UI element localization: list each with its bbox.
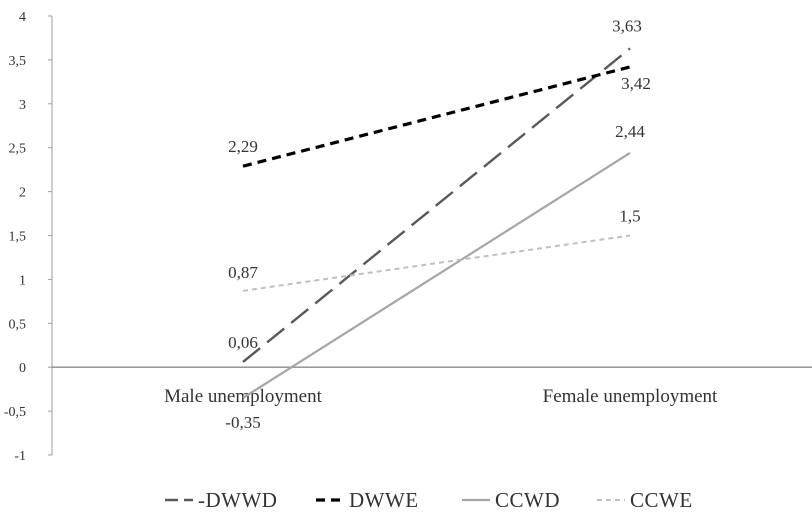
data-label-ccwe: 1,5: [619, 207, 640, 226]
legend-label-dwwe: DWWE: [349, 488, 419, 512]
y-tick-label: -0,5: [4, 405, 26, 420]
y-tick-label: 2: [19, 186, 26, 201]
y-tick-label: 0: [19, 361, 26, 376]
data-label-dwwd: 3,63: [612, 16, 642, 35]
data-label-ccwe: 0,87: [228, 263, 258, 282]
legend-label-ccwe: CCWE: [630, 488, 693, 512]
y-tick-label: -1: [14, 449, 26, 464]
series-layer: [242, 47, 631, 399]
legend: -DWWD DWWE CCWD CCWE: [165, 488, 693, 512]
series-line-dwwe: [242, 65, 631, 168]
y-tick-label: 3,5: [9, 54, 27, 69]
data-label-layer: 0,06 3,63 2,29 3,42 -0,35 2,44 0,87 1,5: [225, 16, 651, 431]
legend-label-dwwd: -DWWD: [198, 488, 277, 512]
data-label-dwwe: 3,42: [621, 74, 651, 93]
data-label-ccwd: 2,44: [615, 122, 645, 141]
series-line-ccwd: [242, 152, 631, 399]
data-label-dwwd: 0,06: [228, 333, 258, 352]
y-tick-label: 1: [19, 273, 26, 288]
x-category-label: Female unemployment: [543, 386, 718, 407]
series-line-ccwe: [242, 234, 631, 292]
series-line-dwwd: [242, 47, 631, 363]
legend-label-ccwd: CCWD: [495, 488, 560, 512]
y-tick-label: 2,5: [9, 142, 27, 157]
y-tick-label: 4: [19, 10, 26, 25]
y-tick-label: 0,5: [9, 317, 27, 332]
y-tick-label: 1,5: [9, 230, 27, 245]
data-label-dwwe: 2,29: [228, 137, 258, 156]
y-tick-label: 3: [19, 98, 26, 113]
data-label-ccwd: -0,35: [225, 413, 260, 432]
